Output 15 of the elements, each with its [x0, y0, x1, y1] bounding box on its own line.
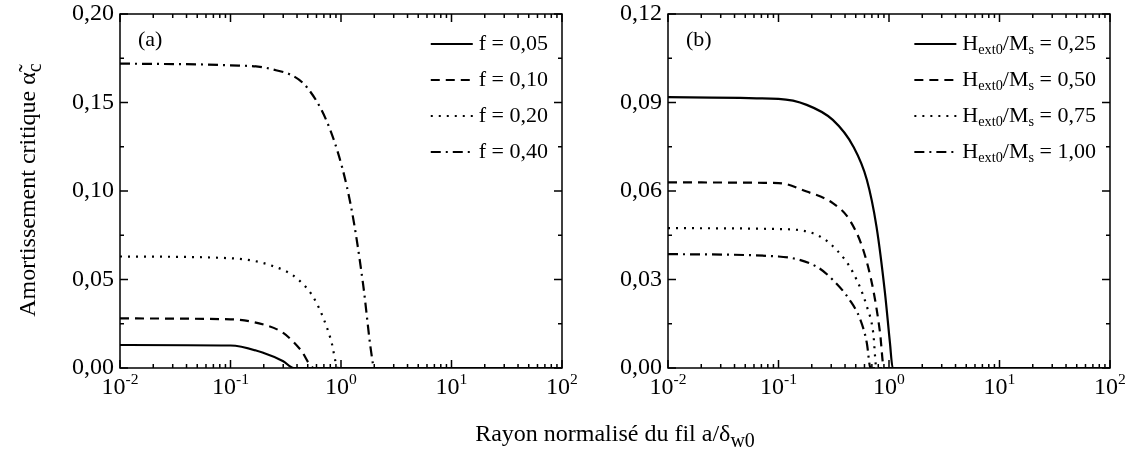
y-tick-label: 0,03 — [620, 264, 662, 291]
y-tick-label: 0,09 — [620, 87, 662, 114]
y-tick-label: 0,05 — [72, 264, 114, 291]
legend-label: f = 0,10 — [478, 65, 548, 91]
legend-label: f = 0,20 — [478, 101, 548, 127]
legend-label: f = 0,40 — [478, 137, 548, 163]
annotation: (b) — [686, 25, 712, 51]
y-tick-label: 0,15 — [72, 87, 114, 114]
annotation: (a) — [138, 25, 163, 51]
y-tick-label: 0,06 — [620, 176, 662, 203]
legend-label: f = 0,05 — [478, 29, 548, 55]
x-axis-title: Rayon normalisé du fil a/δ$_{w0}$ — [475, 420, 755, 452]
y-tick-label: 0,10 — [72, 176, 114, 203]
y-tick-label: 0,12 — [620, 0, 662, 26]
y-tick-label: 0,20 — [72, 0, 114, 26]
